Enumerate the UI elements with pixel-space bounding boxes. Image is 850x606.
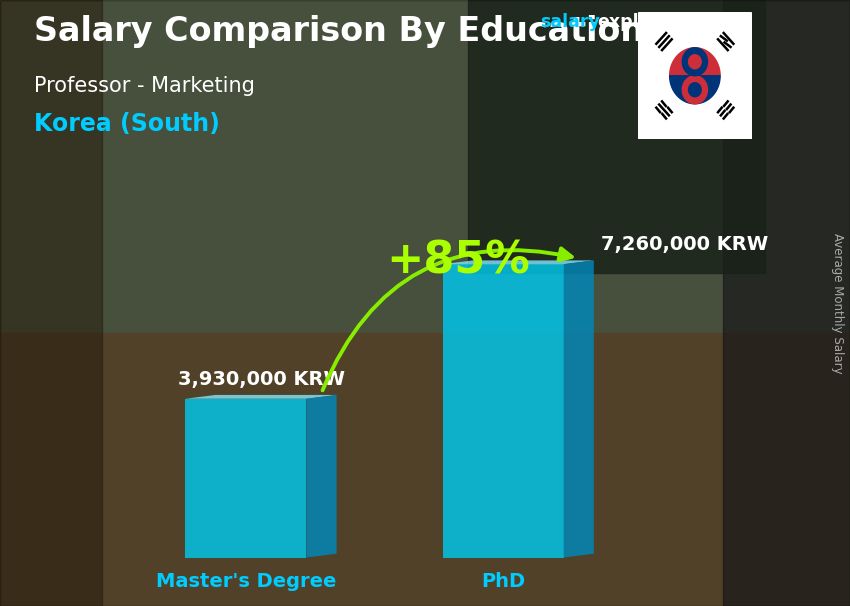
Bar	[0, 0, 102, 606]
FancyBboxPatch shape	[635, 11, 755, 141]
Bar	[0, 0, 850, 333]
Text: explorer.com: explorer.com	[598, 13, 724, 32]
Polygon shape	[564, 261, 594, 558]
Polygon shape	[185, 399, 306, 558]
Text: PhD: PhD	[481, 572, 525, 591]
Polygon shape	[670, 76, 720, 104]
Text: Average Monthly Salary: Average Monthly Salary	[830, 233, 844, 373]
Text: 3,930,000 KRW: 3,930,000 KRW	[178, 370, 345, 388]
Bar	[0, 333, 850, 606]
Circle shape	[688, 55, 701, 68]
Polygon shape	[306, 395, 337, 558]
Bar	[722, 0, 850, 606]
Text: Master's Degree: Master's Degree	[156, 572, 336, 591]
Polygon shape	[443, 261, 594, 264]
Text: Professor - Marketing: Professor - Marketing	[34, 76, 255, 96]
Circle shape	[688, 83, 701, 97]
Text: salary: salary	[540, 13, 599, 32]
Polygon shape	[185, 395, 337, 399]
Text: +85%: +85%	[386, 239, 530, 282]
Text: Korea (South): Korea (South)	[34, 112, 220, 136]
Circle shape	[683, 76, 707, 104]
Text: Salary Comparison By Education: Salary Comparison By Education	[34, 15, 644, 48]
Text: 7,260,000 KRW: 7,260,000 KRW	[601, 235, 768, 254]
Circle shape	[683, 48, 707, 76]
Polygon shape	[443, 264, 564, 558]
Polygon shape	[670, 48, 720, 76]
Bar	[468, 0, 765, 273]
